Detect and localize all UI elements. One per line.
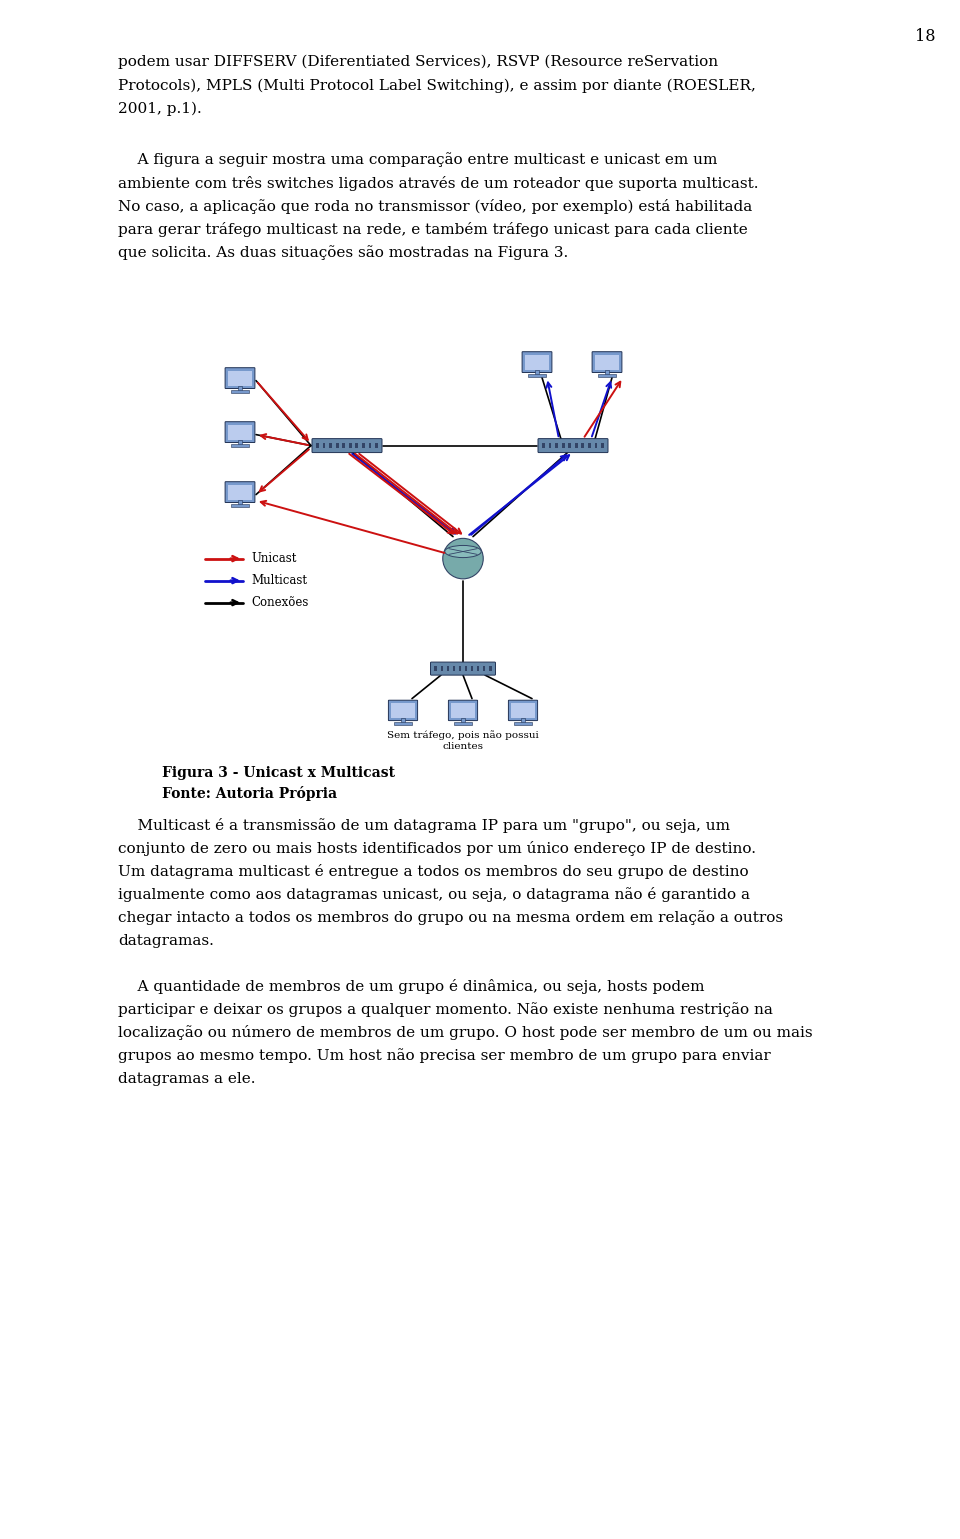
Text: A quantidade de membros de um grupo é dinâmica, ou seja, hosts podem: A quantidade de membros de um grupo é di… xyxy=(118,979,705,994)
Bar xyxy=(588,443,590,448)
Bar xyxy=(483,666,486,671)
Bar xyxy=(525,356,549,369)
Bar xyxy=(435,666,437,671)
Text: Conexões: Conexões xyxy=(251,596,308,609)
Text: grupos ao mesmo tempo. Um host não precisa ser membro de um grupo para enviar: grupos ao mesmo tempo. Um host não preci… xyxy=(118,1048,771,1063)
Bar xyxy=(459,666,461,671)
Text: conjunto de zero ou mais hosts identificados por um único endereço IP de destino: conjunto de zero ou mais hosts identific… xyxy=(118,840,756,856)
Text: 18: 18 xyxy=(915,28,935,45)
Bar xyxy=(238,386,242,391)
Text: igualmente como aos datagramas unicast, ou seja, o datagrama não é garantido a: igualmente como aos datagramas unicast, … xyxy=(118,886,750,902)
Bar xyxy=(575,443,578,448)
Bar xyxy=(238,440,242,445)
Bar xyxy=(595,356,619,369)
FancyBboxPatch shape xyxy=(225,368,255,388)
Bar xyxy=(453,666,455,671)
Bar xyxy=(451,703,474,717)
Bar xyxy=(594,443,597,448)
Text: podem usar DIFFSERV (Diferentiated Services), RSVP (Resource reServation: podem usar DIFFSERV (Diferentiated Servi… xyxy=(118,55,718,69)
Bar xyxy=(316,443,319,448)
Text: No caso, a aplicação que roda no transmissor (vídeo, por exemplo) está habilitad: No caso, a aplicação que roda no transmi… xyxy=(118,199,753,214)
Text: Fonte: Autoria Própria: Fonte: Autoria Própria xyxy=(162,785,337,800)
Bar xyxy=(231,503,249,508)
Bar xyxy=(228,425,252,440)
Bar xyxy=(441,666,443,671)
Bar xyxy=(568,443,571,448)
Bar xyxy=(477,666,479,671)
Circle shape xyxy=(443,539,483,579)
Bar xyxy=(336,443,339,448)
Bar xyxy=(329,443,332,448)
Text: Multicast: Multicast xyxy=(251,574,307,586)
Text: participar e deixar os grupos a qualquer momento. Não existe nenhuma restrição n: participar e deixar os grupos a qualquer… xyxy=(118,1002,773,1017)
Bar xyxy=(375,443,378,448)
Bar xyxy=(323,443,325,448)
FancyBboxPatch shape xyxy=(592,352,622,372)
Bar xyxy=(401,719,404,723)
Text: Sem tráfego, pois não possui
clientes: Sem tráfego, pois não possui clientes xyxy=(387,731,539,751)
Bar xyxy=(515,722,532,725)
Bar xyxy=(238,500,242,505)
Text: Protocols), MPLS (Multi Protocol Label Switching), e assim por diante (ROESLER,: Protocols), MPLS (Multi Protocol Label S… xyxy=(118,78,756,92)
Bar xyxy=(562,443,564,448)
Text: Unicast: Unicast xyxy=(251,553,297,565)
Bar xyxy=(446,666,449,671)
Text: para gerar tráfego multicast na rede, e também tráfego unicast para cada cliente: para gerar tráfego multicast na rede, e … xyxy=(118,222,748,237)
Text: A figura a seguir mostra uma comparação entre multicast e unicast em um: A figura a seguir mostra uma comparação … xyxy=(118,152,717,168)
Text: localização ou número de membros de um grupo. O host pode ser membro de um ou ma: localização ou número de membros de um g… xyxy=(118,1025,812,1040)
Text: chegar intacto a todos os membros do grupo ou na mesma ordem em relação a outros: chegar intacto a todos os membros do gru… xyxy=(118,911,783,925)
Bar xyxy=(392,703,415,717)
Bar xyxy=(348,443,351,448)
Text: Figura 3 - Unicast x Multicast: Figura 3 - Unicast x Multicast xyxy=(162,765,395,780)
Text: que solicita. As duas situações são mostradas na Figura 3.: que solicita. As duas situações são most… xyxy=(118,245,568,260)
Bar xyxy=(465,666,468,671)
Bar xyxy=(542,443,545,448)
Ellipse shape xyxy=(444,545,481,557)
Text: 2001, p.1).: 2001, p.1). xyxy=(118,102,202,115)
Bar xyxy=(528,374,546,377)
Bar xyxy=(343,443,345,448)
FancyBboxPatch shape xyxy=(312,439,382,452)
Bar xyxy=(231,443,249,448)
FancyBboxPatch shape xyxy=(389,700,418,720)
Bar xyxy=(521,719,524,723)
Bar xyxy=(606,371,609,374)
Bar xyxy=(582,443,584,448)
FancyBboxPatch shape xyxy=(225,482,255,503)
FancyBboxPatch shape xyxy=(225,422,255,443)
FancyBboxPatch shape xyxy=(538,439,608,452)
Text: ambiente com três switches ligados através de um roteador que suporta multicast.: ambiente com três switches ligados atrav… xyxy=(118,175,758,191)
Bar xyxy=(355,443,358,448)
Bar xyxy=(228,485,252,500)
Bar xyxy=(362,443,365,448)
Bar xyxy=(231,389,249,394)
Bar xyxy=(395,722,412,725)
Bar xyxy=(470,666,473,671)
Bar xyxy=(601,443,604,448)
Text: Multicast é a transmissão de um datagrama IP para um "grupo", ou seja, um: Multicast é a transmissão de um datagram… xyxy=(118,817,730,833)
Text: datagramas a ele.: datagramas a ele. xyxy=(118,1071,255,1085)
Bar xyxy=(536,371,539,374)
Bar xyxy=(555,443,558,448)
FancyBboxPatch shape xyxy=(522,352,552,372)
Bar xyxy=(512,703,535,717)
Bar xyxy=(228,371,252,386)
Bar xyxy=(489,666,492,671)
FancyBboxPatch shape xyxy=(448,700,477,720)
Bar xyxy=(549,443,551,448)
Bar xyxy=(598,374,616,377)
FancyBboxPatch shape xyxy=(430,662,495,676)
Text: Um datagrama multicast é entregue a todos os membros do seu grupo de destino: Um datagrama multicast é entregue a todo… xyxy=(118,863,749,879)
Bar xyxy=(369,443,372,448)
Text: datagramas.: datagramas. xyxy=(118,934,214,948)
FancyBboxPatch shape xyxy=(509,700,538,720)
Bar xyxy=(454,722,471,725)
Bar xyxy=(462,719,465,723)
